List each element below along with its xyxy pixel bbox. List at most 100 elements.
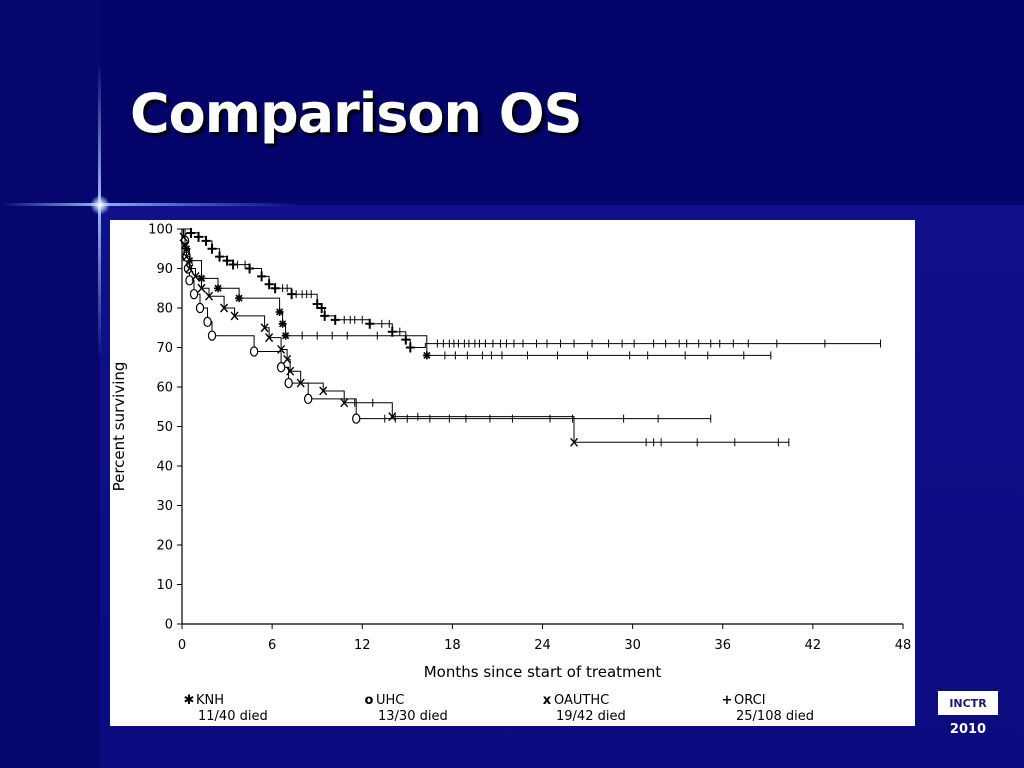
event-marker-knh — [235, 294, 243, 302]
event-marker-uhc — [203, 316, 212, 328]
event-marker-orci — [245, 263, 255, 274]
background-left-band — [0, 0, 100, 768]
event-marker-knh — [423, 351, 431, 359]
event-marker-oauthc — [197, 283, 206, 293]
event-marker-orci — [387, 326, 397, 337]
survival-curve-oauthc — [182, 228, 789, 443]
legend-label-oauthc: OAUTHC — [554, 693, 610, 708]
event-marker-orci — [264, 279, 274, 290]
y-tick-label: 60 — [156, 381, 173, 396]
legend-label-uhc: UHC — [376, 693, 405, 708]
event-marker-uhc — [352, 413, 361, 424]
event-marker-oauthc — [388, 412, 397, 422]
legend-symbol-orci: + — [721, 693, 733, 708]
x-tick-label: 18 — [444, 638, 461, 653]
legend-entry-orci: + ORCI 25/108 died — [720, 693, 814, 725]
event-marker-oauthc — [260, 323, 269, 333]
slide-title: Comparison OS — [130, 82, 583, 145]
y-tick-label: 30 — [156, 499, 173, 514]
event-marker-uhc — [195, 302, 205, 314]
event-marker-orci — [270, 283, 280, 294]
event-marker-orci — [320, 310, 330, 321]
event-marker-knh — [214, 284, 222, 292]
decorative-sparkle — [90, 195, 110, 215]
event-marker-oauthc — [191, 271, 200, 281]
legend-died-uhc: 13/30 died — [378, 709, 448, 724]
event-marker-orci — [330, 314, 340, 325]
y-axis-label: Percent surviving — [110, 362, 128, 492]
legend-died-knh: 11/40 died — [198, 709, 268, 724]
event-marker-uhc — [207, 330, 217, 341]
survival-chart: 0 10 20 30 40 50 60 70 80 90 100 0 6 12 18 24 30 36 42 48 Mo… — [110, 223, 912, 682]
event-marker-orci — [401, 334, 411, 345]
event-marker-oauthc — [185, 264, 194, 273]
x-tick-label: 12 — [354, 638, 371, 653]
event-marker-orci — [222, 255, 232, 266]
event-marker-uhc — [303, 393, 313, 405]
event-marker-knh — [282, 332, 290, 340]
logo-year: 2010 — [949, 722, 987, 737]
y-tick-label: 50 — [156, 420, 173, 435]
event-marker-oauthc — [220, 303, 229, 313]
legend-symbol-uhc: o — [364, 693, 374, 708]
legend-symbol-oauthc: x — [542, 693, 552, 708]
event-marker-orci — [207, 243, 217, 254]
event-marker-orci — [194, 231, 204, 242]
x-tick-label: 48 — [895, 638, 912, 653]
x-tick-label: 6 — [268, 638, 276, 653]
event-marker-oauthc — [230, 311, 239, 321]
event-marker-knh — [279, 320, 287, 328]
inctr-logo: INCTR — [938, 691, 998, 715]
event-marker-oauthc — [180, 240, 190, 250]
event-marker-oauthc — [296, 378, 305, 388]
legend-died-oauthc: 19/42 died — [556, 709, 626, 724]
x-tick-label: 30 — [624, 638, 641, 653]
event-marker-knh — [276, 308, 284, 316]
event-marker-orci — [215, 251, 225, 262]
event-marker-oauthc — [286, 366, 295, 376]
y-tick-label: 40 — [156, 460, 173, 475]
y-tick-label: 10 — [156, 578, 173, 593]
event-marker-oauthc — [319, 386, 328, 396]
event-marker-oauthc — [265, 333, 274, 343]
chart-legend: ✱ KNH 11/40 died o UHC 13/30 died x OAUTHC … — [110, 690, 915, 726]
legend-entry-uhc: o UHC 13/30 died — [362, 693, 448, 725]
event-marker-orci — [186, 227, 196, 238]
legend-label-orci: ORCI — [734, 693, 766, 708]
event-marker-orci — [257, 271, 267, 282]
event-marker-orci — [228, 259, 238, 270]
event-marker-oauthc — [179, 232, 188, 242]
event-marker-oauthc — [570, 437, 579, 447]
x-tick-label: 24 — [534, 638, 551, 653]
event-marker-orci — [317, 303, 327, 313]
event-marker-orci — [287, 289, 297, 300]
legend-entry-knh: ✱ KNH 11/40 died — [182, 693, 268, 725]
y-tick-label: 70 — [156, 341, 173, 356]
event-marker-orci — [365, 318, 375, 329]
event-marker-oauthc — [205, 291, 214, 301]
event-marker-orci — [312, 299, 322, 310]
y-tick-label: 100 — [148, 223, 173, 238]
event-marker-uhc — [185, 275, 194, 286]
event-marker-oauthc — [340, 398, 349, 408]
y-tick-label: 90 — [156, 262, 173, 277]
survival-chart-figure: 0 10 20 30 40 50 60 70 80 90 100 0 6 12 18 24 30 36 42 48 Mo… — [110, 220, 915, 726]
x-tick-label: 36 — [714, 638, 731, 653]
event-marker-oauthc — [283, 354, 292, 364]
x-axis-label: Months since start of treatment — [424, 663, 662, 681]
decorative-horizontal-line — [0, 203, 300, 206]
event-marker-uhc — [189, 288, 199, 300]
event-marker-orci — [405, 342, 415, 353]
event-marker-oauthc — [182, 252, 191, 262]
background-top-band — [0, 0, 1024, 205]
y-tick-label: 20 — [156, 539, 173, 554]
event-marker-oauthc — [277, 345, 286, 354]
legend-label-knh: KNH — [196, 693, 225, 708]
event-marker-uhc — [284, 377, 293, 389]
event-marker-uhc — [249, 346, 259, 357]
x-tick-label: 0 — [178, 638, 186, 653]
x-tick-label: 42 — [805, 638, 822, 653]
y-tick-label: 0 — [165, 618, 173, 633]
event-marker-orci — [201, 235, 211, 246]
event-marker-uhc — [276, 362, 286, 373]
